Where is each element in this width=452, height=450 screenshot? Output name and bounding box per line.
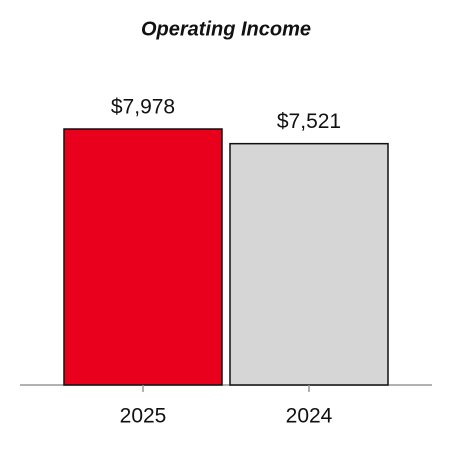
x-tick-label: 2024 — [286, 405, 333, 428]
value-label: $7,521 — [277, 110, 341, 133]
bar — [63, 128, 223, 386]
chart-title: Operating Income — [141, 18, 311, 40]
value-label: $7,978 — [111, 96, 175, 119]
bar — [229, 142, 389, 386]
x-tick-label: 2025 — [120, 405, 167, 428]
